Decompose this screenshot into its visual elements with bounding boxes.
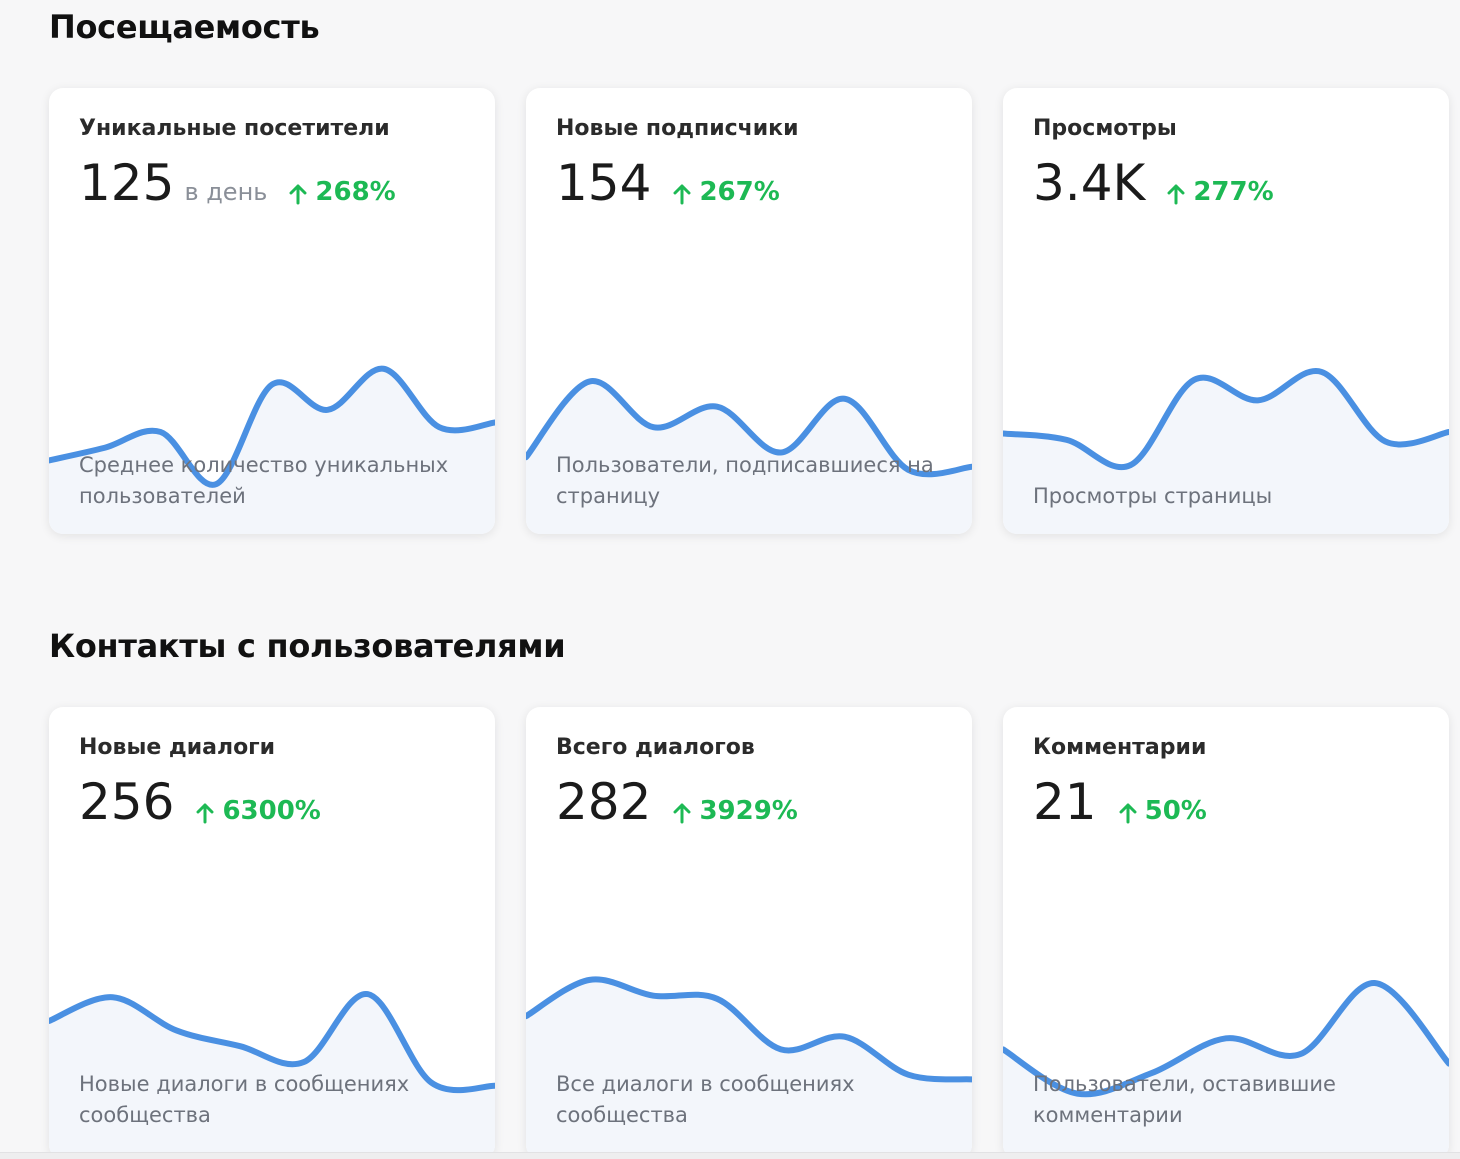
card-description: Пользователи, оставившие комментарии — [1033, 1072, 1336, 1127]
card-title: Всего диалогов — [556, 735, 755, 760]
card-description: Новые диалоги в сообщениях сообщества — [79, 1072, 410, 1127]
metric-value: 21 — [1033, 773, 1097, 831]
sparkline-line — [526, 976, 972, 1083]
sparkline-chart — [526, 378, 972, 534]
metric-unit: в день — [184, 178, 268, 206]
metric-card-page-views[interactable]: Просмотры 3.4K 277% Просмотры страницы — [1003, 88, 1449, 534]
sparkline-line — [1003, 368, 1449, 471]
arrow-up-icon — [289, 184, 307, 205]
metric-value: 3.4K — [1033, 154, 1146, 212]
card-description: Все диалоги в сообщениях сообщества — [556, 1072, 855, 1127]
metric-value: 282 — [556, 773, 652, 831]
card-title: Новые диалоги — [79, 735, 276, 760]
metric-value: 125 — [79, 154, 175, 212]
sparkline-area — [49, 993, 495, 1159]
metric-value: 154 — [556, 154, 652, 212]
sparkline-line — [526, 378, 972, 478]
sparkline-line — [49, 365, 495, 488]
section-title-attendance: Посещаемость — [49, 8, 320, 46]
metric-change: 277% — [1193, 177, 1274, 207]
sparkline-chart — [1003, 980, 1449, 1159]
metric-change: 3929% — [699, 796, 798, 826]
sparkline-chart — [526, 976, 972, 1159]
arrow-up-icon — [673, 184, 691, 205]
metric-card-total-dialogs[interactable]: Всего диалогов 282 3929% Все диалоги в с… — [526, 707, 972, 1159]
card-description: Среднее количество уникальных пользовате… — [79, 453, 449, 508]
sparkline-area — [526, 979, 972, 1159]
metric-change: 267% — [699, 177, 780, 207]
arrow-up-icon — [1167, 184, 1185, 205]
metric-change: 50% — [1144, 796, 1207, 826]
sparkline-chart — [49, 365, 495, 534]
sparkline-line — [1003, 980, 1449, 1098]
metric-card-new-subscribers[interactable]: Новые подписчики 154 267% Пользователи, … — [526, 88, 972, 534]
card-title: Комментарии — [1033, 735, 1207, 760]
card-description: Просмотры страницы — [1033, 484, 1273, 508]
arrow-up-icon — [673, 803, 691, 824]
metric-card-unique-visitors[interactable]: Уникальные посетители 125 в день 268% Ср… — [49, 88, 495, 534]
sparkline-chart — [1003, 368, 1449, 534]
section-title-user-contacts: Контакты с пользователями — [49, 627, 566, 665]
card-title: Уникальные посетители — [79, 116, 390, 141]
sparkline-line — [49, 991, 495, 1094]
metric-card-comments[interactable]: Комментарии 21 50% Пользователи, оставив… — [1003, 707, 1449, 1159]
sparkline-chart — [49, 991, 495, 1159]
card-title: Новые подписчики — [556, 116, 799, 141]
sparkline-area — [49, 368, 495, 534]
card-title: Просмотры — [1033, 116, 1177, 141]
arrow-up-icon — [1119, 803, 1137, 824]
card-description: Пользователи, подписавшиеся на страницу — [556, 453, 934, 508]
arrow-up-icon — [196, 803, 214, 824]
sparkline-area — [1003, 371, 1449, 534]
metric-value: 256 — [79, 773, 175, 831]
metric-card-new-dialogs[interactable]: Новые диалоги 256 6300% Новые диалоги в … — [49, 707, 495, 1159]
metric-change: 268% — [315, 177, 396, 207]
page-bottom-divider — [0, 1152, 1460, 1159]
metric-change: 6300% — [222, 796, 321, 826]
sparkline-area — [1003, 982, 1449, 1159]
